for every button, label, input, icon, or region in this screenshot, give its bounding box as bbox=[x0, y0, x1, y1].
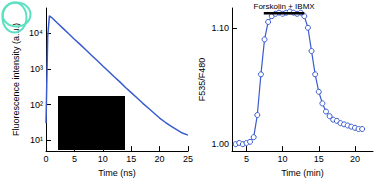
svg-text:5: 5 bbox=[72, 154, 77, 164]
svg-text:10: 10 bbox=[278, 154, 288, 164]
svg-text:10⁴: 10⁴ bbox=[29, 28, 43, 38]
svg-text:1.10: 1.10 bbox=[211, 23, 229, 33]
svg-text:Time (min): Time (min) bbox=[281, 168, 324, 178]
svg-text:Time (ns): Time (ns) bbox=[98, 168, 136, 178]
svg-text:Fluorescence intensity (a.u.): Fluorescence intensity (a.u.) bbox=[11, 23, 21, 136]
svg-text:Forskolin + IBMX: Forskolin + IBMX bbox=[253, 2, 315, 11]
svg-text:15: 15 bbox=[126, 154, 136, 164]
svg-text:10³: 10³ bbox=[30, 64, 43, 74]
svg-text:10¹: 10¹ bbox=[30, 135, 43, 145]
svg-text:10: 10 bbox=[98, 154, 108, 164]
svg-text:1.00: 1.00 bbox=[211, 139, 229, 149]
svg-text:15: 15 bbox=[314, 154, 324, 164]
svg-text:0: 0 bbox=[43, 154, 48, 164]
svg-text:25: 25 bbox=[183, 154, 193, 164]
svg-text:20: 20 bbox=[350, 154, 360, 164]
svg-text:10²: 10² bbox=[30, 100, 43, 110]
svg-text:20: 20 bbox=[155, 154, 165, 164]
svg-text:5: 5 bbox=[244, 154, 249, 164]
svg-text:F535/F480: F535/F480 bbox=[197, 58, 207, 102]
